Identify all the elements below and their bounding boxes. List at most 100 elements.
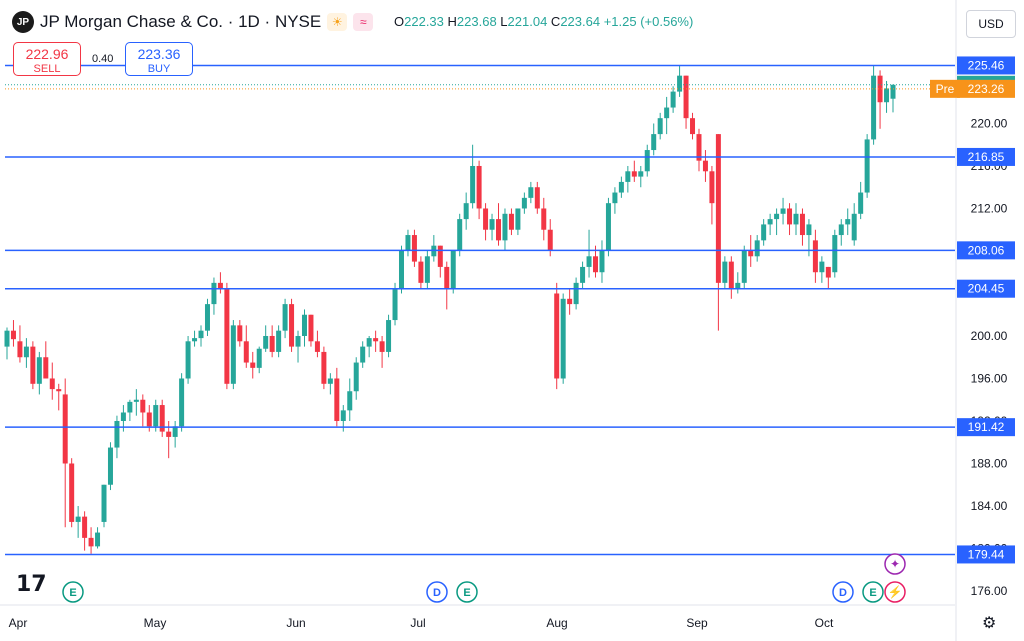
candle-body <box>36 357 42 384</box>
candle-body <box>295 335 301 347</box>
candle-body <box>541 208 547 230</box>
candle-body <box>198 330 204 339</box>
candle-body <box>476 165 482 209</box>
candle-body <box>211 282 217 305</box>
pre-price-label: 223.26 <box>968 82 1005 96</box>
candle-body <box>702 160 708 172</box>
candle-body <box>185 341 191 379</box>
candle-body <box>683 75 689 119</box>
candle-body <box>741 250 747 283</box>
event-label: D <box>433 587 441 599</box>
candle-body <box>657 118 663 135</box>
sun-icon[interactable]: ☀ <box>327 13 348 31</box>
currency-selector[interactable]: USD <box>966 10 1016 38</box>
candle-body <box>49 378 55 390</box>
candle-body <box>360 346 366 363</box>
candle-body <box>95 532 101 547</box>
candle-body <box>709 171 715 204</box>
level-label: 179.44 <box>968 547 1005 561</box>
candle-body <box>767 219 773 225</box>
candle-body <box>10 330 16 340</box>
x-tick-label: Sep <box>686 616 708 630</box>
candle-body <box>437 245 443 267</box>
x-tick-label: Oct <box>815 616 834 630</box>
candle-body <box>88 537 94 547</box>
candle-body <box>263 335 269 349</box>
candle-body <box>237 325 243 342</box>
candle-body <box>107 447 113 485</box>
candle-body <box>664 107 670 119</box>
candle-body <box>812 240 818 273</box>
candle-body <box>838 224 844 236</box>
candle-body <box>243 341 249 363</box>
candle-body <box>502 213 508 241</box>
sell-button[interactable]: 222.96 SELL <box>13 42 81 76</box>
candle-body <box>418 261 424 283</box>
y-tick-label: 200.00 <box>971 329 1008 343</box>
y-tick-label: 220.00 <box>971 116 1008 130</box>
candle-body <box>890 84 896 99</box>
candle-body <box>308 314 314 342</box>
x-tick-label: May <box>144 616 167 630</box>
y-tick-label: 184.00 <box>971 499 1008 513</box>
candle-body <box>470 165 476 204</box>
event-label: D <box>839 587 847 599</box>
plot-area <box>5 0 955 600</box>
candle-body <box>347 391 353 411</box>
candle-body <box>508 213 514 230</box>
buy-button[interactable]: 223.36 BUY <box>125 42 193 76</box>
candle-body <box>605 203 611 251</box>
candle-body <box>353 362 359 392</box>
x-tick-label: Jun <box>286 616 305 630</box>
sell-price: 222.96 <box>25 46 69 62</box>
tradingview-logo-icon[interactable]: 𝟭𝟳 <box>16 572 47 597</box>
wave-icon[interactable]: ≈ <box>353 13 374 31</box>
candle-body <box>256 348 262 368</box>
candle-body <box>483 208 489 230</box>
candle-body <box>567 298 573 305</box>
candle-body <box>224 288 230 384</box>
symbol-logo: JP <box>12 11 34 33</box>
buy-price: 223.36 <box>137 46 181 62</box>
candle-body <box>43 357 49 379</box>
candle-body <box>735 282 741 289</box>
candle-body <box>146 412 152 427</box>
symbol-title[interactable]: JP Morgan Chase & Co. · 1D · NYSE <box>40 12 322 31</box>
event-label: E <box>463 587 470 599</box>
level-label: 225.46 <box>968 58 1005 72</box>
candle-body <box>496 219 502 241</box>
candle-body <box>133 399 139 402</box>
candle-body <box>230 325 236 384</box>
candle-body <box>631 171 637 177</box>
candle-body <box>728 261 734 289</box>
level-label-box <box>957 241 1015 260</box>
candle-body <box>793 213 799 225</box>
candle-body <box>386 320 392 352</box>
candle-body <box>334 378 340 421</box>
candle-body <box>457 219 463 251</box>
candle-body <box>651 134 657 151</box>
candle-body <box>327 378 333 384</box>
candle-body <box>696 134 702 161</box>
candle-body <box>301 314 307 336</box>
candle-body <box>373 338 379 342</box>
candle-body <box>618 181 624 193</box>
candle-body <box>179 378 185 427</box>
candle-body <box>819 261 825 273</box>
x-tick-label: Apr <box>9 616 28 630</box>
candle-body <box>761 224 767 241</box>
candle-body <box>282 304 288 331</box>
candle-body <box>75 516 81 522</box>
candle-body <box>625 171 631 182</box>
candle-body <box>877 75 883 103</box>
candle-body <box>586 256 592 267</box>
level-label-box <box>957 545 1015 564</box>
candle-body <box>560 298 566 379</box>
candle-body <box>276 330 282 352</box>
candle-body <box>780 208 786 214</box>
candle-body <box>30 346 36 384</box>
settings-icon[interactable]: ⚙ <box>982 615 997 632</box>
candle-body <box>871 75 877 140</box>
sell-label: SELL <box>33 63 61 75</box>
